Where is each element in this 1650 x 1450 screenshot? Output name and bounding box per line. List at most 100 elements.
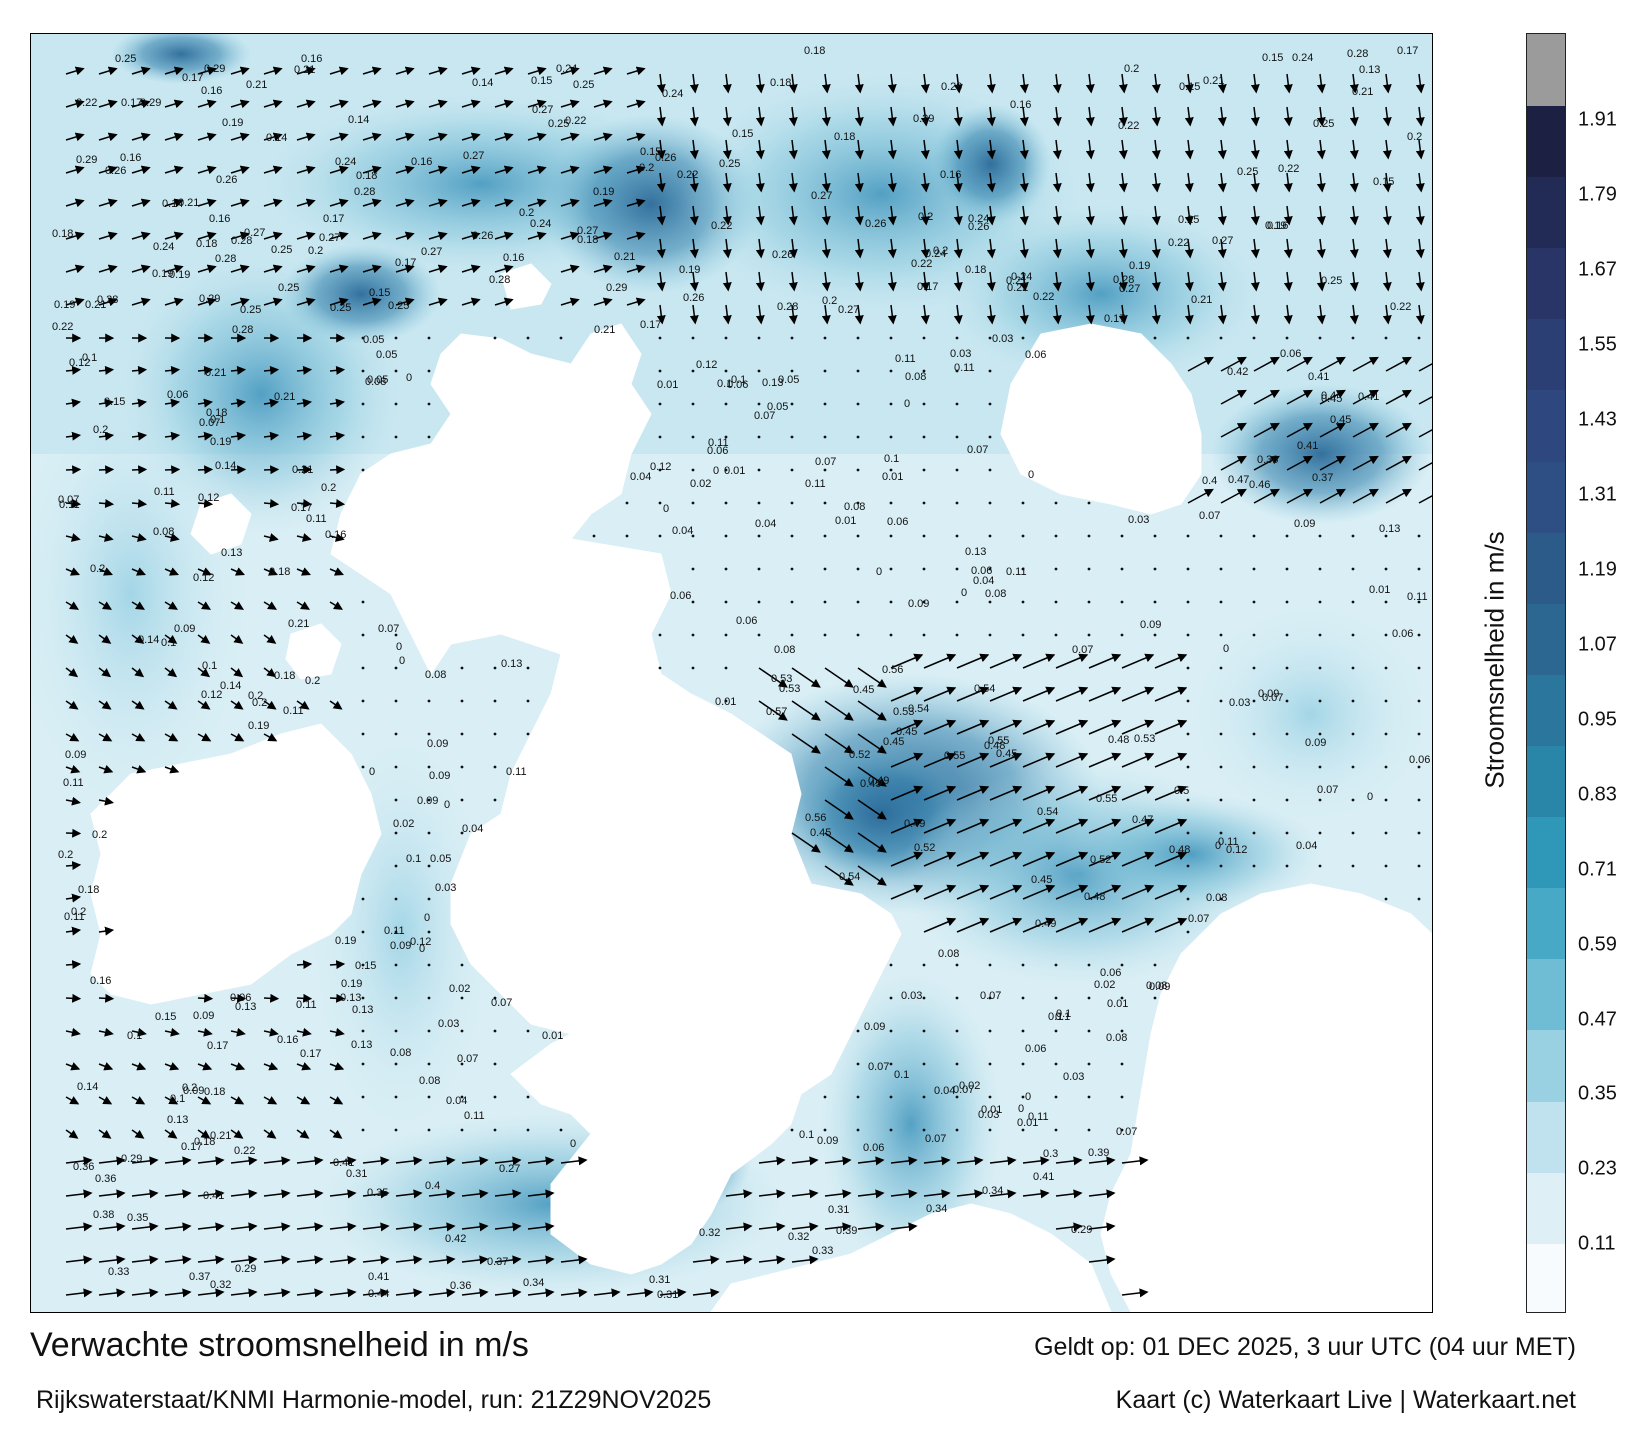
flow-arrow: [263, 1255, 291, 1265]
speed-value-label: 0.2: [71, 906, 86, 918]
flow-arrow: [854, 205, 864, 226]
speed-value-label: 0.11: [63, 777, 84, 789]
flow-arrow: [1154, 719, 1188, 735]
flow-arrow: [362, 264, 382, 274]
flow-arrow: [494, 297, 514, 307]
flow-arrow: [593, 297, 613, 307]
speed-value-label: 0.19: [169, 269, 190, 281]
calm-dot: [790, 567, 794, 571]
speed-value-label: 0.12: [201, 689, 222, 701]
flow-arrow: [824, 1189, 852, 1199]
calm-dot: [823, 1095, 827, 1099]
speed-value-label: 0.11: [296, 999, 317, 1011]
flow-arrow: [788, 73, 798, 94]
calm-dot: [691, 369, 695, 373]
flow-arrow: [197, 1255, 225, 1265]
colorbar-segment: [1527, 247, 1565, 320]
flow-arrow: [1187, 356, 1214, 372]
flow-arrow: [230, 567, 245, 576]
flow-arrow: [824, 1156, 852, 1166]
colorbar-tick-label: 1.79: [1578, 183, 1617, 206]
speed-value-label: 0.06: [1392, 628, 1413, 640]
speed-value-label: 0.16: [90, 975, 111, 987]
calm-dot: [889, 567, 893, 571]
flow-arrow: [791, 667, 821, 688]
flow-arrow: [593, 231, 613, 241]
calm-dot: [1219, 798, 1223, 802]
flow-arrow: [1217, 106, 1227, 127]
flow-arrow: [1121, 719, 1155, 735]
calm-dot: [1186, 831, 1190, 835]
flow-arrow: [1418, 429, 1432, 438]
flow-arrow: [230, 99, 250, 109]
calm-dot: [1417, 732, 1421, 736]
calm-dot: [856, 1029, 860, 1033]
flow-arrow: [428, 99, 448, 109]
flow-arrow: [824, 799, 854, 820]
flow-arrow: [1283, 106, 1293, 127]
speed-value-label: 0.1: [1056, 1008, 1071, 1020]
flow-arrow: [197, 634, 211, 644]
calm-dot: [1219, 864, 1223, 868]
calm-dot: [691, 666, 695, 670]
speed-value-label: 0.22: [1118, 120, 1139, 132]
flow-arrow: [626, 264, 646, 274]
flow-arrow: [1088, 1156, 1116, 1166]
speed-value-label: 0.03: [1229, 697, 1250, 709]
flow-arrow: [329, 1189, 357, 1199]
calm-dot: [1087, 633, 1091, 637]
speed-value-label: 0.06: [971, 565, 992, 577]
speed-patch: [281, 244, 441, 344]
calm-dot: [1219, 534, 1223, 538]
flow-arrow: [920, 73, 930, 94]
speed-value-label: 0.07: [1116, 1126, 1137, 1138]
flow-arrow: [1352, 455, 1379, 471]
flow-arrow: [1316, 205, 1326, 226]
flow-arrow: [1154, 653, 1188, 669]
calm-dot: [1120, 600, 1124, 604]
speed-value-label: 0: [1215, 840, 1221, 852]
speed-patch: [1191, 604, 1431, 824]
calm-dot: [823, 534, 827, 538]
calm-dot: [1318, 765, 1322, 769]
flow-arrow: [131, 431, 148, 441]
flow-arrow: [1250, 73, 1260, 94]
flow-arrow: [692, 1288, 720, 1298]
speed-value-label: 0.06: [1280, 348, 1301, 360]
calm-dot: [988, 633, 992, 637]
speed-value-label: 0.22: [234, 1145, 255, 1157]
calm-dot: [460, 732, 464, 736]
colorbar-title: Stroomsnelheid in m/s: [1479, 531, 1510, 789]
speed-value-label: 0.16: [940, 169, 961, 181]
flow-arrow: [791, 1222, 819, 1232]
speed-patch: [31, 374, 251, 814]
speed-value-label: 0.09: [183, 1085, 204, 1097]
calm-dot: [1252, 864, 1256, 868]
flow-arrow: [329, 700, 343, 710]
speed-value-label: 0.27: [811, 190, 832, 202]
speed-value-label: 0.21: [594, 324, 615, 336]
flow-arrow: [296, 499, 313, 509]
calm-dot: [427, 1128, 431, 1132]
flow-arrow: [131, 700, 145, 710]
calm-dot: [1021, 996, 1025, 1000]
flow-arrow: [1349, 172, 1359, 193]
calm-dot: [889, 534, 893, 538]
speed-value-label: 0.14: [266, 132, 287, 144]
speed-value-label: 0.44: [368, 1288, 389, 1300]
flow-arrow: [1286, 389, 1313, 405]
flow-arrow: [857, 865, 887, 886]
speed-value-label: 0.5: [1174, 785, 1189, 797]
calm-dot: [658, 336, 662, 340]
calm-dot: [1087, 1062, 1091, 1066]
flow-arrow: [887, 106, 897, 127]
speed-value-label: 0.14: [220, 680, 241, 692]
speed-value-label: 0.1: [82, 352, 97, 364]
flow-arrow: [1118, 238, 1128, 259]
flow-arrow: [1121, 917, 1155, 933]
speed-value-label: 0.54: [908, 703, 929, 715]
current-speed-map[interactable]: 0.2 0.05 0.07 0.2 0.29 0.49 0.11 0.2 0.26 0.22 0.2…: [30, 33, 1433, 1313]
speed-value-label: 0.29: [941, 81, 962, 93]
calm-dot: [988, 369, 992, 373]
speed-value-label: 0.07: [815, 456, 836, 468]
